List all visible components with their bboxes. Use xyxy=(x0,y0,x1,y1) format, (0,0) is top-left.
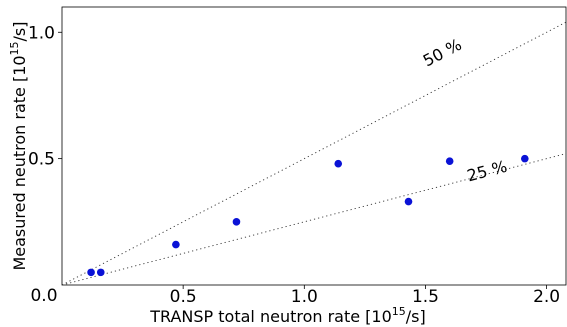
axis-ticks: 0.5 1.0 1.5 2.0 0.5 1.0 xyxy=(28,23,560,307)
x-tick-label: 1.0 xyxy=(291,287,318,307)
plot-frame xyxy=(61,6,567,286)
y-tick-label: 0.5 xyxy=(28,150,55,170)
data-point xyxy=(96,268,105,277)
x-tick-label: 1.5 xyxy=(412,287,439,307)
data-point xyxy=(404,197,413,206)
x-axis-label: TRANSP total neutron rate [1015/s] xyxy=(149,305,426,326)
reference-lines xyxy=(61,21,567,286)
data-points xyxy=(87,154,529,277)
reference-line-0.5 xyxy=(61,21,567,286)
data-point xyxy=(87,268,95,277)
origin-label: 0.0 xyxy=(30,286,57,306)
x-tick-label: 2.0 xyxy=(533,287,560,307)
data-point xyxy=(445,157,454,165)
y-axis-label: Measured neutron rate [1015/s] xyxy=(8,21,29,270)
reference-line-0.25 xyxy=(61,153,567,286)
data-point xyxy=(232,218,241,226)
data-point xyxy=(334,159,343,168)
x-tick-label: 0.5 xyxy=(170,287,197,307)
plot-area xyxy=(61,6,567,286)
annotations: 50 % 25 % xyxy=(420,35,509,185)
reference-line-label: 25 % xyxy=(465,157,509,186)
data-point xyxy=(521,154,529,163)
data-point xyxy=(172,240,180,249)
reference-line-label: 50 % xyxy=(420,35,465,71)
y-tick-label: 1.0 xyxy=(28,23,55,43)
